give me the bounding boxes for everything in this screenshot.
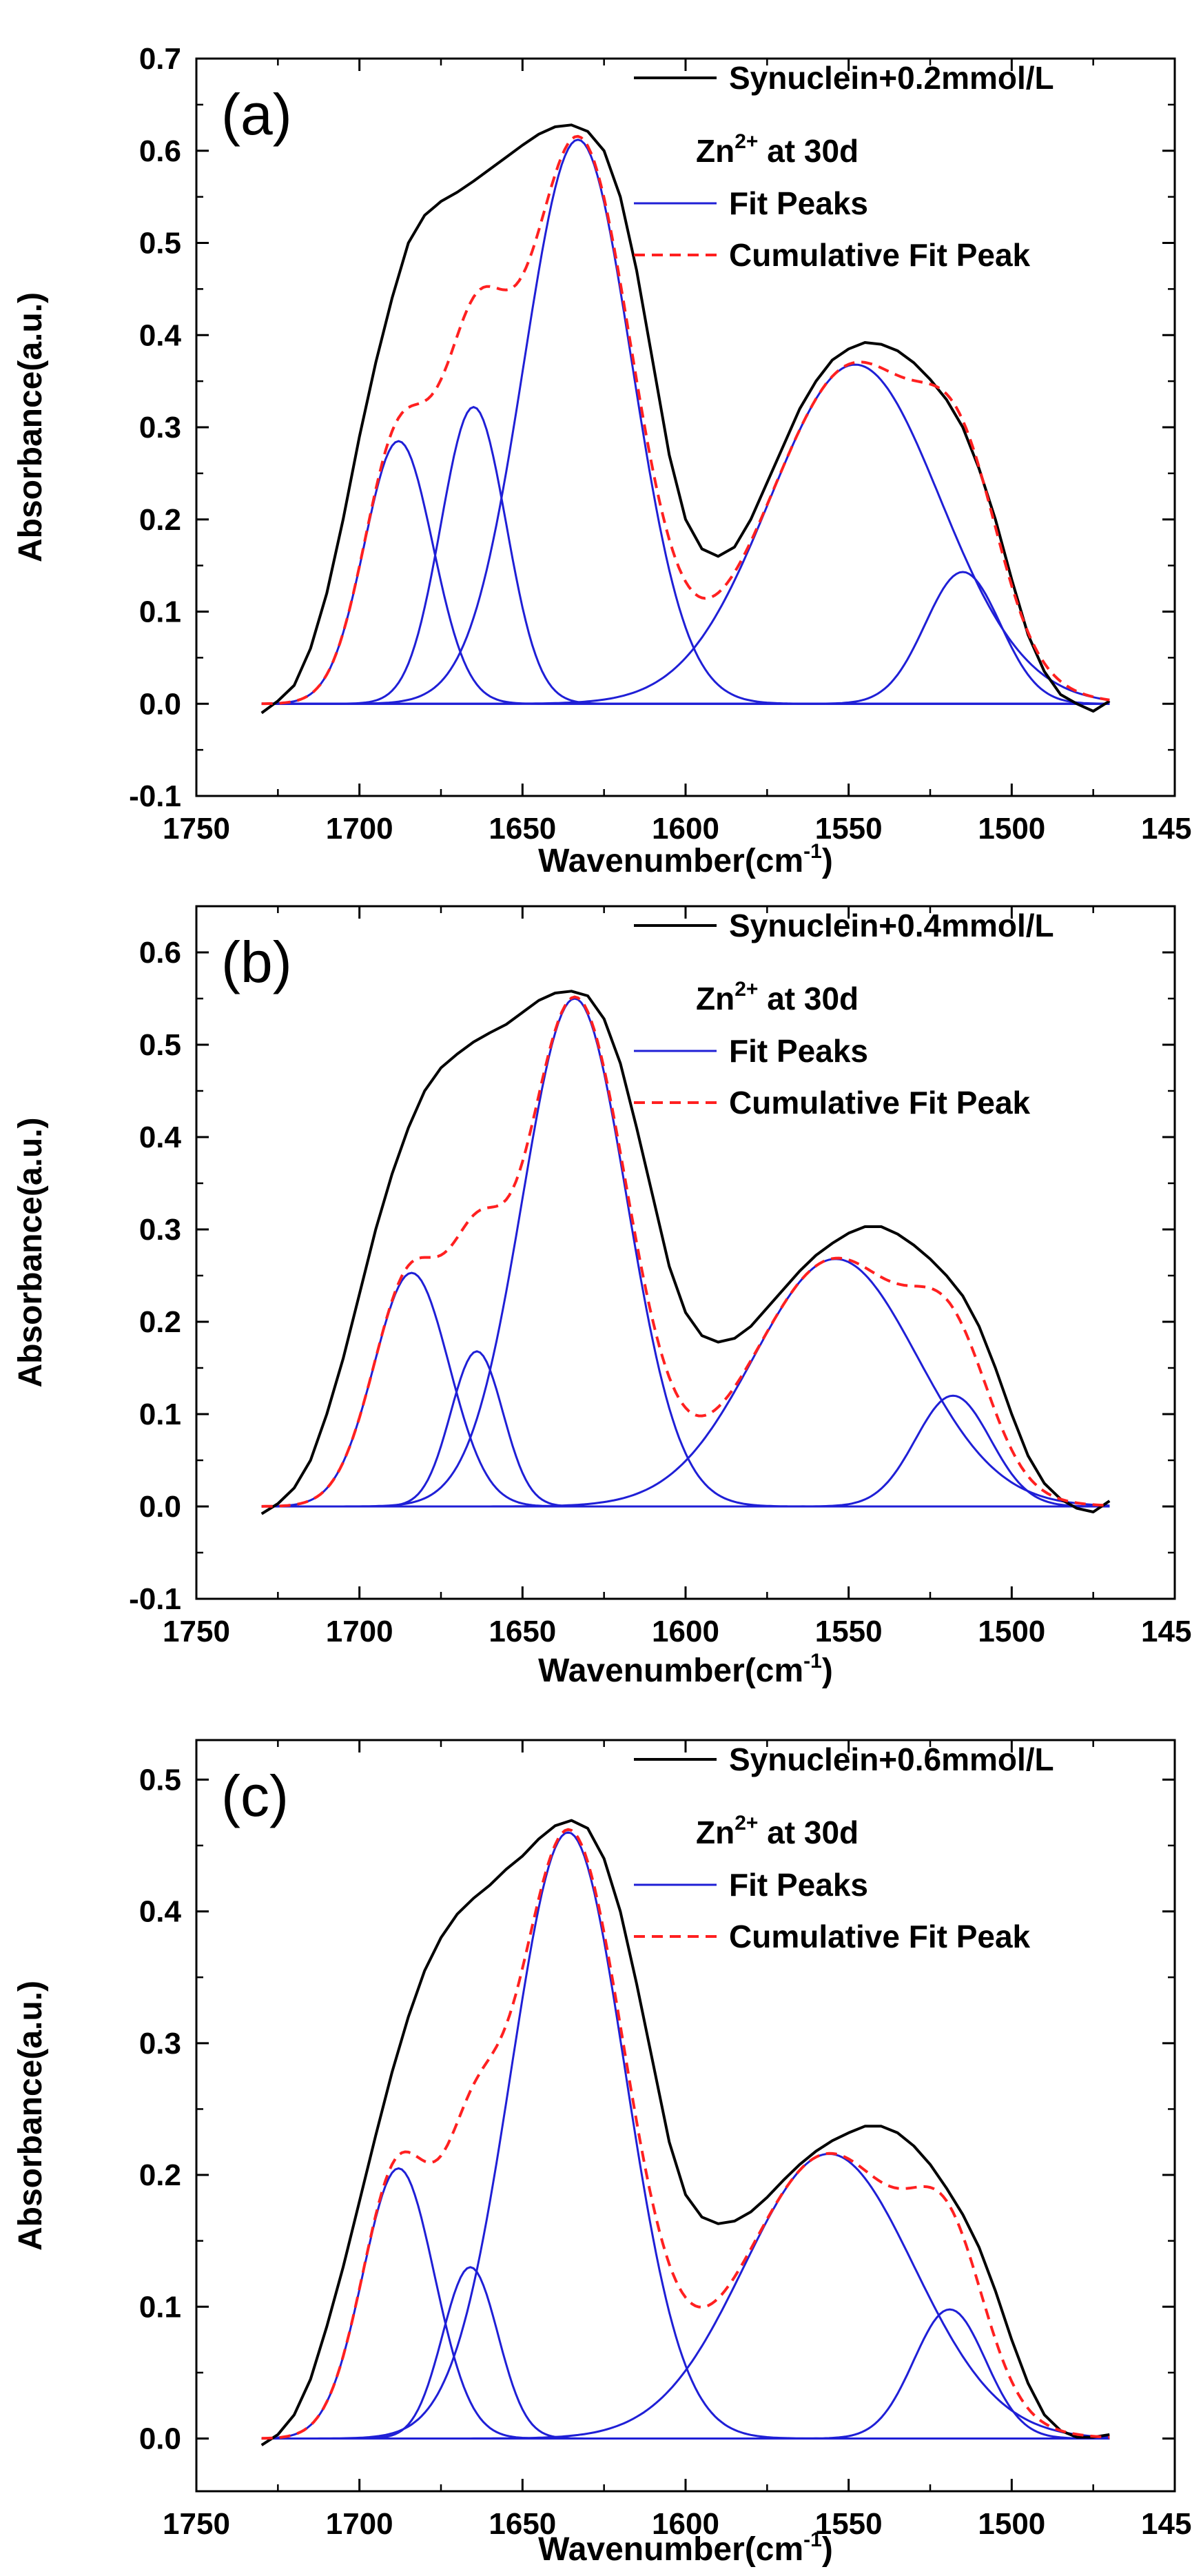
panel-c-x-tick-label: 1700 (326, 2507, 393, 2541)
panel-b-fit-peak-3 (261, 997, 1110, 1508)
panel-c-fit-peak-1 (261, 2167, 1110, 2440)
panel-c-legend-cumulative-label: Cumulative Fit Peak (729, 1919, 1031, 1954)
panel-b-x-tick-label: 1500 (978, 1615, 1045, 1648)
panel-b-x-tick-label: 1650 (489, 1615, 556, 1648)
panel-a-y-axis-title: Absorbance(a.u.) (12, 292, 49, 562)
panel-c-measured-spectrum (260, 1819, 1110, 2446)
panel-b-legend-data-label-line2: Zn2+ at 30d (696, 978, 859, 1016)
panel-b-x-tick-label: 1750 (163, 1615, 230, 1648)
panel-b-x-tick-label: 1700 (326, 1615, 393, 1648)
panel-b-x-axis-title: Wavenumber(cm-1) (538, 1650, 833, 1689)
panel-c-fit-peak-3 (261, 1831, 1110, 2440)
panel-c-legend-fit-label: Fit Peaks (729, 1867, 868, 1903)
panel-b-y-tick-label: 0.5 (139, 1028, 181, 1062)
panel-a-x-tick-label: 1500 (978, 812, 1045, 846)
panel-b-legend-cumulative-label: Cumulative Fit Peak (729, 1085, 1031, 1121)
panel-a-panel-label: (a) (221, 82, 292, 147)
panel-c-y-tick-label: 0.5 (139, 1763, 181, 1797)
panel-c-y-tick-label: 0.4 (139, 1895, 182, 1929)
panel-c-x-tick-label: 1550 (815, 2507, 883, 2541)
panel-a-y-tick-label: -0.1 (129, 779, 181, 813)
panel-b-fit-peak-5 (261, 1394, 1110, 1508)
panel-a-y-tick-label: 0.7 (139, 42, 181, 76)
panel-c-x-tick-label: 1750 (163, 2507, 230, 2541)
panel-b-legend-fit-label: Fit Peaks (729, 1033, 868, 1069)
panel-c-y-tick-label: 0.2 (139, 2158, 181, 2192)
panel-c-x-tick-label: 1600 (652, 2507, 719, 2541)
panel-a-fit-peak-4 (261, 363, 1110, 705)
panel-b-y-tick-label: 0.0 (139, 1490, 181, 1524)
panel-a-measured-spectrum (260, 123, 1111, 715)
panel-a-fit-peak-5 (261, 571, 1110, 705)
panel-b-fit-peak-4 (261, 1258, 1110, 1508)
panel-a-legend-data-label: Synuclein+0.2mmol/L (729, 60, 1054, 96)
panel-a-x-tick-label: 1600 (652, 812, 719, 846)
panel-a-y-tick-label: 0.1 (139, 595, 181, 629)
panel-c-legend-data-label: Synuclein+0.6mmol/L (729, 1741, 1054, 1777)
panel-b-legend-data-label: Synuclein+0.4mmol/L (729, 908, 1054, 943)
panel-a-plot-frame (195, 57, 1176, 797)
panel-a-y-tick-label: 0.6 (139, 134, 181, 168)
panel-a-legend-data-label-line2: Zn2+ at 30d (696, 130, 859, 169)
panel-c-y-tick-label: 0.1 (139, 2290, 181, 2324)
panel-a-fit-peak-3 (261, 139, 1110, 705)
panel-b-x-tick-label: 1550 (815, 1615, 883, 1648)
panel-a-y-tick-label: 0.4 (139, 318, 182, 352)
panel-a-x-tick-label: 1750 (163, 812, 230, 846)
panel-c-x-tick-label: 1500 (978, 2507, 1045, 2541)
panel-c-x-tick-label: 1650 (489, 2507, 556, 2541)
panel-b-y-tick-label: 0.1 (139, 1398, 181, 1431)
panel-a-x-axis-title: Wavenumber(cm-1) (538, 840, 833, 879)
panel-b-cumulative-fit (261, 995, 1110, 1508)
panel-a-y-tick-label: 0.0 (139, 687, 181, 721)
panel-b-y-tick-label: 0.2 (139, 1305, 181, 1339)
panel-b-legend: Synuclein+0.4mmol/L Zn2+ at 30d Fit Peaks C… (634, 908, 1054, 1121)
panel-b-y-tick-label: 0.4 (139, 1121, 182, 1154)
panel-c-cumulative-fit (261, 1828, 1110, 2440)
panel-c-y-tick-label: 0.0 (139, 2422, 181, 2456)
panel-a-legend: Synuclein+0.2mmol/L Zn2+ at 30d Fit Peaks C… (634, 60, 1054, 273)
panel-b-fit-peak-1 (261, 1271, 1110, 1508)
panel-b-measured-spectrum (260, 990, 1111, 1515)
panel-a-x-tick-label: 1700 (326, 812, 393, 846)
panel-a-y-tick-label: 0.5 (139, 227, 181, 260)
panel-a-legend-fit-label: Fit Peaks (729, 185, 868, 221)
panel-b-fit-peak-2 (261, 1350, 1110, 1508)
panel-c-y-axis-title: Absorbance(a.u.) (12, 1981, 49, 2251)
panel-a-y-tick-label: 0.3 (139, 411, 181, 444)
panel-c-y-tick-label: 0.3 (139, 2027, 181, 2061)
panel-a-legend-cumulative-label: Cumulative Fit Peak (729, 237, 1031, 273)
panel-b-panel-label: (b) (221, 930, 292, 994)
panel-c-legend: Synuclein+0.6mmol/L Zn2+ at 30d Fit Peaks C… (634, 1741, 1054, 1954)
panel-a-cumulative-fit (261, 134, 1110, 706)
panel-b-y-tick-label: 0.6 (139, 936, 181, 970)
panel-a-y-tick-label: 0.2 (139, 503, 181, 537)
panel-c-panel-label: (c) (221, 1764, 289, 1828)
panel-b-plot-frame (195, 905, 1176, 1600)
panel-a-x-tick-label: 1550 (815, 812, 883, 846)
panel-b-y-axis-title: Absorbance(a.u.) (12, 1117, 49, 1387)
panel-b-y-tick-label: -0.1 (129, 1582, 181, 1616)
panel-c-legend-data-label-line2: Zn2+ at 30d (696, 1812, 859, 1850)
panel-b-y-tick-label: 0.3 (139, 1213, 181, 1247)
panel-c-fit-peak-5 (261, 2308, 1110, 2440)
panel-c-plot-frame (195, 1739, 1176, 2493)
panel-a-x-tick-label: 1650 (489, 812, 556, 846)
panel-b-x-tick-label: 1600 (652, 1615, 719, 1648)
panel-c-x-axis-title: Wavenumber(cm-1) (538, 2528, 833, 2568)
